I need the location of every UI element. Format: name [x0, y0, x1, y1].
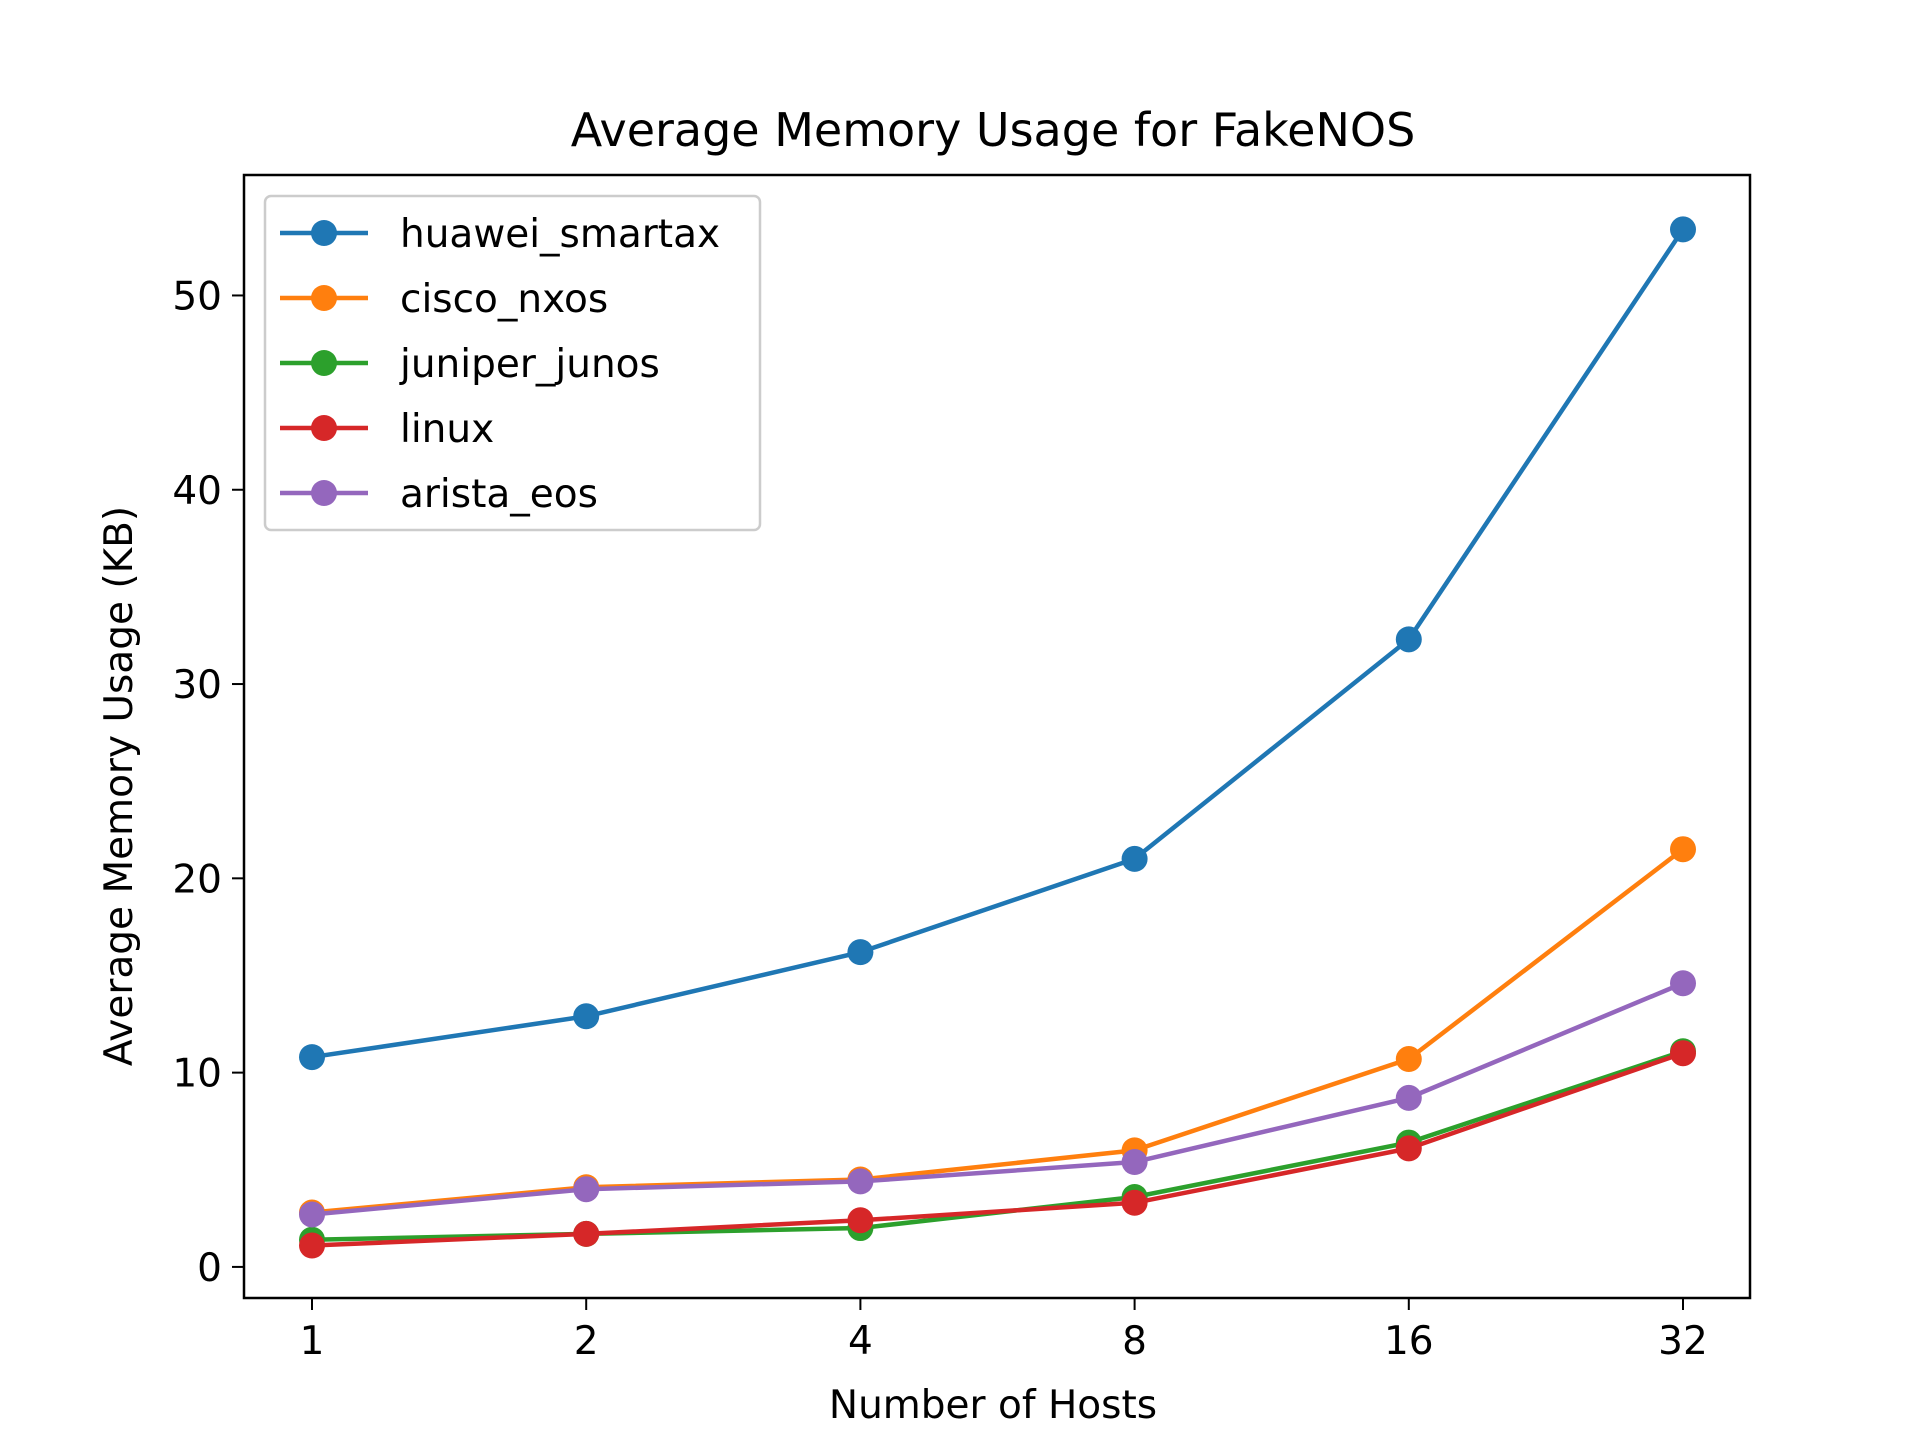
legend-item: cisco_nxos	[280, 277, 608, 322]
data-point	[1670, 836, 1696, 863]
legend-label: juniper_junos	[399, 342, 660, 387]
x-tick-label: 2	[574, 1319, 599, 1364]
data-point	[1121, 1148, 1148, 1175]
series-line	[311, 981, 1684, 1217]
legend-swatch-marker	[311, 285, 337, 311]
plot-area: 1 2 4 8 16 32 0 10 20 30 40 50	[172, 173, 1752, 1364]
data-point	[573, 1003, 600, 1030]
data-point	[299, 1044, 325, 1071]
series-linux	[299, 1040, 1696, 1259]
x-tick-label: 32	[1658, 1319, 1708, 1364]
data-point	[1395, 1046, 1422, 1073]
y-tick-label: 20	[172, 857, 222, 902]
data-point	[1395, 1135, 1422, 1162]
legend-swatch-marker	[311, 220, 337, 246]
legend-item: juniper_junos	[280, 342, 660, 387]
data-point	[847, 1168, 874, 1195]
y-tick-label: 30	[172, 663, 222, 708]
legend-label: arista_eos	[400, 472, 598, 517]
legend-label: linux	[400, 407, 494, 452]
x-tick-label: 1	[300, 1319, 325, 1364]
x-tick-label: 8	[1122, 1319, 1147, 1364]
data-point	[299, 1201, 325, 1228]
data-point	[299, 1232, 325, 1259]
data-point	[1670, 970, 1696, 997]
legend-item: linux	[280, 407, 494, 452]
series-arista_eos	[299, 970, 1696, 1228]
series-line	[311, 228, 1685, 1060]
legend-swatch-marker	[311, 350, 337, 376]
y-tick-label: 40	[172, 469, 222, 514]
plot-frame	[242, 173, 1752, 1300]
legend-item: huawei_smartax	[280, 212, 720, 257]
legend-swatch-marker	[311, 480, 337, 506]
legend-label: cisco_nxos	[400, 277, 608, 322]
chart-title: Average Memory Usage for FakeNOS	[571, 103, 1416, 157]
x-axis-label: Number of Hosts	[829, 1383, 1157, 1428]
y-axis-label: Average Memory Usage (KB)	[97, 506, 142, 1066]
legend-label: huawei_smartax	[400, 212, 720, 257]
x-tick-label: 4	[848, 1319, 873, 1364]
legend-box	[263, 194, 762, 532]
data-point	[847, 939, 874, 966]
legend-item: arista_eos	[280, 472, 598, 517]
y-tick-label: 0	[197, 1246, 222, 1291]
series-line	[311, 1051, 1684, 1248]
y-tick-label: 10	[172, 1052, 222, 1097]
data-point	[573, 1220, 600, 1247]
data-point	[1121, 1189, 1148, 1216]
data-point	[1670, 1040, 1696, 1067]
x-tick-label: 16	[1384, 1319, 1434, 1364]
series-huawei_smartax	[299, 216, 1696, 1071]
data-point	[1670, 216, 1696, 243]
data-point	[847, 1207, 874, 1234]
legend: huawei_smartax cisco_nxos juniper_junoslin…	[263, 194, 762, 532]
data-point	[1121, 845, 1148, 872]
data-point	[1395, 1084, 1422, 1111]
y-tick-label: 50	[172, 274, 222, 319]
data-point	[1395, 626, 1422, 653]
data-point	[573, 1176, 600, 1203]
legend-swatch-marker	[311, 415, 337, 441]
